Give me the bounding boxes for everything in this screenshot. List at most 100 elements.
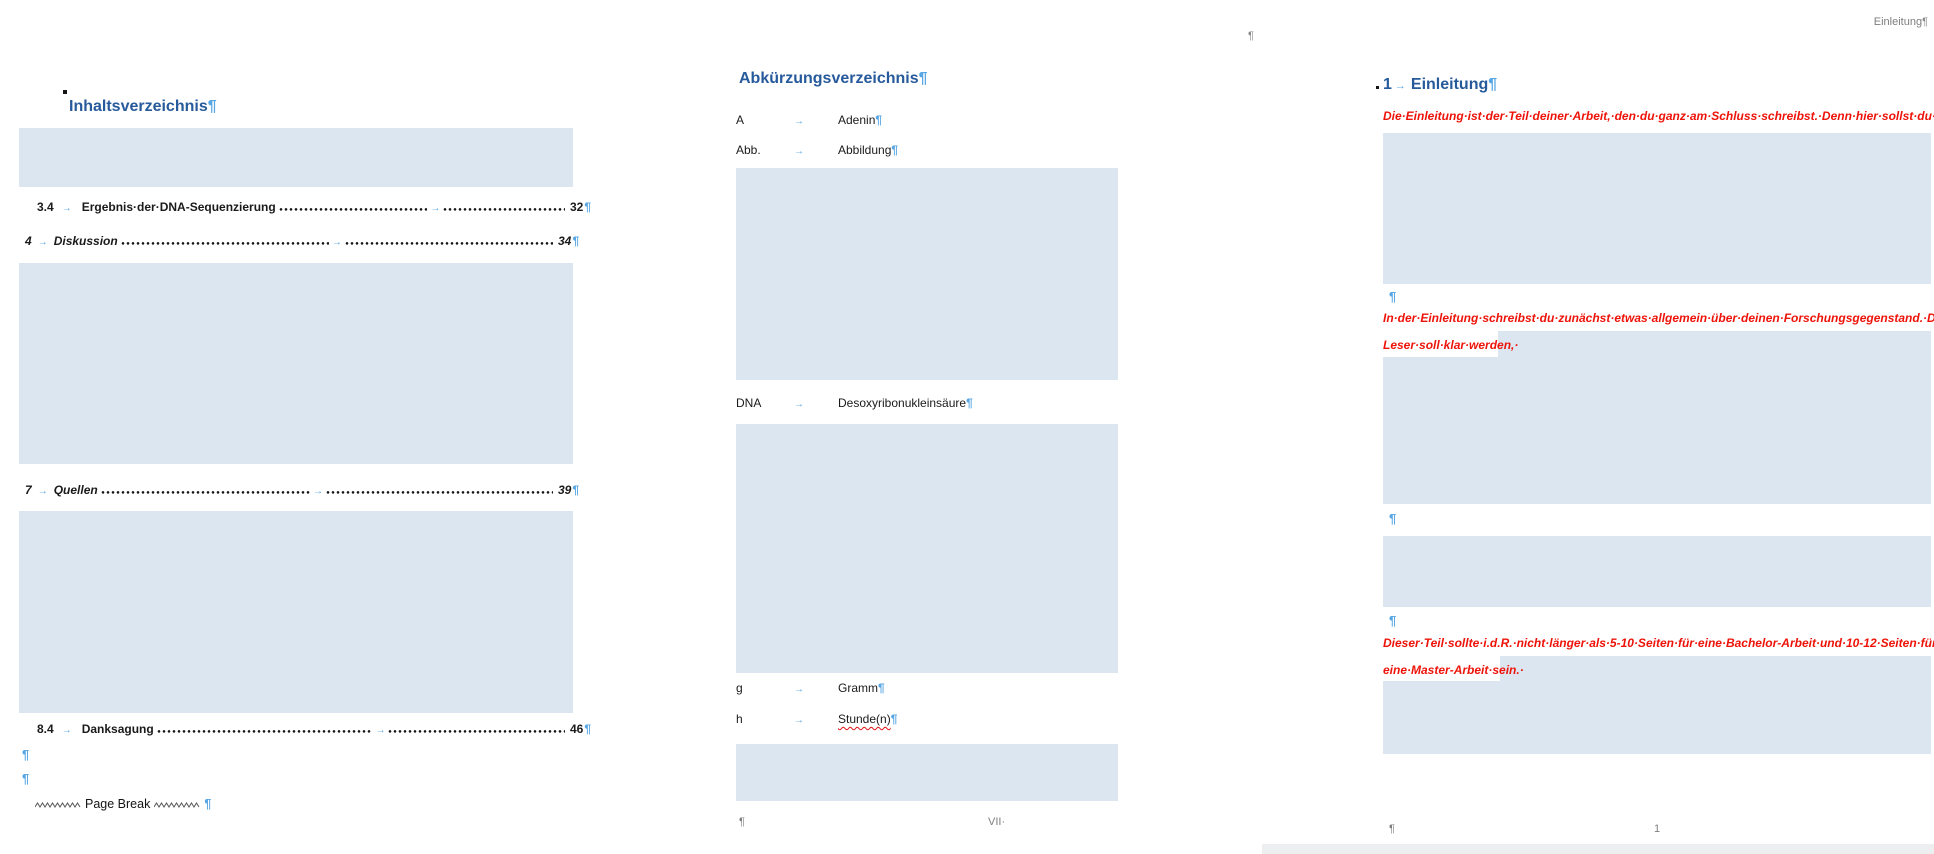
- toc-heading-text: Inhaltsverzeichnis: [69, 98, 208, 115]
- redacted-content-box: [19, 128, 573, 187]
- tab-arrow-icon: →: [61, 725, 72, 736]
- toc-entry-label: Danksagung: [81, 722, 154, 736]
- pilcrow-mark: ¶: [1389, 289, 1397, 304]
- redacted-content-box: [1383, 681, 1931, 754]
- toc-entry-page: 34: [557, 234, 572, 248]
- pilcrow-mark: ¶: [1488, 76, 1498, 93]
- chapter-heading[interactable]: 1 → Einleitung ¶: [1383, 76, 1497, 94]
- toc-entry[interactable]: 8.4 → Danksagung → 46 ¶: [19, 722, 591, 736]
- pilcrow-mark: ¶: [1389, 511, 1397, 526]
- abbreviation-row[interactable]: A → Adenin¶: [736, 113, 1118, 127]
- tab-arrow-icon: →: [430, 203, 441, 214]
- dot-leader: [443, 208, 565, 211]
- dot-leader: [100, 491, 311, 494]
- abbreviation-row[interactable]: DNA → Desoxyribonukleinsäure¶: [736, 396, 1118, 410]
- pilcrow-mark: ¶: [1248, 30, 1254, 42]
- abbreviation-term: Stunde(n)¶: [838, 712, 897, 726]
- redacted-content-box: [19, 263, 573, 464]
- toc-entry-label: Quellen: [53, 483, 98, 497]
- abbreviations-heading-text: Abkürzungsverzeichnis: [739, 70, 919, 87]
- page-break-squiggle: [154, 802, 200, 808]
- abbreviation-row[interactable]: Abb. → Abbildung¶: [736, 143, 1118, 157]
- list-bullet: [1376, 86, 1379, 89]
- pilcrow-mark: ¶: [891, 143, 899, 157]
- page-break-label: Page Break: [85, 797, 151, 811]
- abbreviations-heading[interactable]: Abkürzungsverzeichnis¶: [739, 70, 928, 88]
- tab-arrow-icon: →: [61, 203, 72, 214]
- page-break-marker: Page Break ¶: [31, 797, 211, 811]
- dot-leader: [156, 730, 373, 733]
- abbreviation-key: DNA: [736, 396, 762, 410]
- toc-entry[interactable]: 4 → Diskussion → 34 ¶: [19, 234, 579, 248]
- abbreviation-term: Gramm¶: [838, 681, 885, 695]
- pilcrow-mark: ¶: [1389, 823, 1395, 835]
- comment-paragraph[interactable]: Die·Einleitung·ist·der·Teil·deiner·Arbei…: [1383, 109, 1934, 123]
- page-number-footer: VII·: [988, 816, 1006, 828]
- toc-entry-number: 4: [25, 234, 32, 248]
- pilcrow-mark: ¶: [918, 70, 928, 87]
- tab-arrow-icon: →: [37, 237, 48, 248]
- toc-heading[interactable]: Inhaltsverzeichnis¶: [69, 98, 217, 116]
- tab-arrow-icon: →: [1394, 80, 1406, 92]
- comment-paragraph[interactable]: eine·Master-Arbeit·sein.·: [1383, 663, 1524, 677]
- abbreviation-key: Abb.: [736, 143, 761, 157]
- toc-entry-label: Diskussion: [53, 234, 118, 248]
- toc-entry[interactable]: 3.4 → Ergebnis·der·DNA-Sequenzierung → 3…: [19, 200, 591, 214]
- abbreviation-key: h: [736, 712, 743, 726]
- dot-leader: [344, 242, 553, 245]
- toc-entry-page: 39: [557, 483, 572, 497]
- pilcrow-mark: ¶: [572, 483, 579, 497]
- redacted-content-box: [1383, 357, 1931, 504]
- tab-arrow-icon: →: [794, 146, 804, 157]
- pilcrow-mark: ¶: [966, 396, 973, 410]
- pilcrow-mark: ¶: [207, 98, 217, 115]
- toc-entry-number: 3.4: [37, 200, 54, 214]
- tab-arrow-icon: →: [794, 684, 804, 695]
- pilcrow-mark: ¶: [572, 234, 580, 248]
- running-header: Einleitung¶: [1700, 16, 1928, 28]
- redacted-content-box: [736, 424, 1118, 673]
- chapter-title: Einleitung: [1410, 76, 1489, 93]
- dot-leader: [326, 491, 553, 494]
- redacted-content-box: [1383, 133, 1931, 284]
- toc-entry-number: 8.4: [37, 722, 54, 736]
- page-edge-gap: [1262, 844, 1934, 854]
- chapter-number: 1: [1383, 76, 1392, 93]
- tab-arrow-icon: →: [794, 715, 804, 726]
- abbreviation-key: A: [736, 113, 745, 127]
- abbreviation-row[interactable]: h → Stunde(n)¶: [736, 712, 1118, 726]
- abbreviation-term: Desoxyribonukleinsäure¶: [838, 396, 973, 410]
- comment-paragraph[interactable]: Leser·soll·klar·werden,·: [1383, 338, 1519, 352]
- redacted-content-box: [1500, 656, 1931, 681]
- tab-arrow-icon: →: [331, 237, 342, 248]
- pilcrow-mark: ¶: [1922, 16, 1928, 28]
- pilcrow-mark: ¶: [22, 747, 30, 762]
- pilcrow-mark: ¶: [204, 797, 212, 811]
- pilcrow-mark: ¶: [584, 722, 591, 736]
- tab-arrow-icon: →: [313, 486, 324, 497]
- pilcrow-mark: ¶: [890, 712, 898, 726]
- pilcrow-mark: ¶: [878, 681, 885, 695]
- tab-arrow-icon: →: [794, 116, 804, 127]
- toc-entry[interactable]: 7 → Quellen → 39 ¶: [19, 483, 579, 497]
- pilcrow-mark: ¶: [875, 113, 883, 127]
- toc-entry-label: Ergebnis·der·DNA-Sequenzierung: [81, 200, 276, 214]
- dot-leader: [120, 242, 329, 245]
- misspelled-word: Stunde(n): [838, 712, 891, 726]
- tab-arrow-icon: →: [375, 725, 386, 736]
- page-number-footer: 1: [1654, 823, 1661, 835]
- redacted-content-box: [1498, 331, 1931, 357]
- comment-paragraph[interactable]: In·der·Einleitung·schreibst·du·zunächst·…: [1383, 311, 1934, 325]
- tab-arrow-icon: →: [37, 486, 48, 497]
- comment-paragraph[interactable]: Dieser·Teil·sollte·i.d.R.·nicht·länger·a…: [1383, 636, 1934, 650]
- abbreviation-row[interactable]: g → Gramm¶: [736, 681, 1118, 695]
- pilcrow-mark: ¶: [584, 200, 591, 214]
- abbreviation-term: Abbildung¶: [838, 143, 899, 157]
- page-break-squiggle: [35, 802, 81, 808]
- dot-leader: [388, 730, 565, 733]
- toc-entry-page: 46: [569, 722, 584, 736]
- redacted-content-box: [1383, 536, 1931, 607]
- pilcrow-mark: ¶: [22, 771, 30, 786]
- dot-leader: [278, 208, 428, 211]
